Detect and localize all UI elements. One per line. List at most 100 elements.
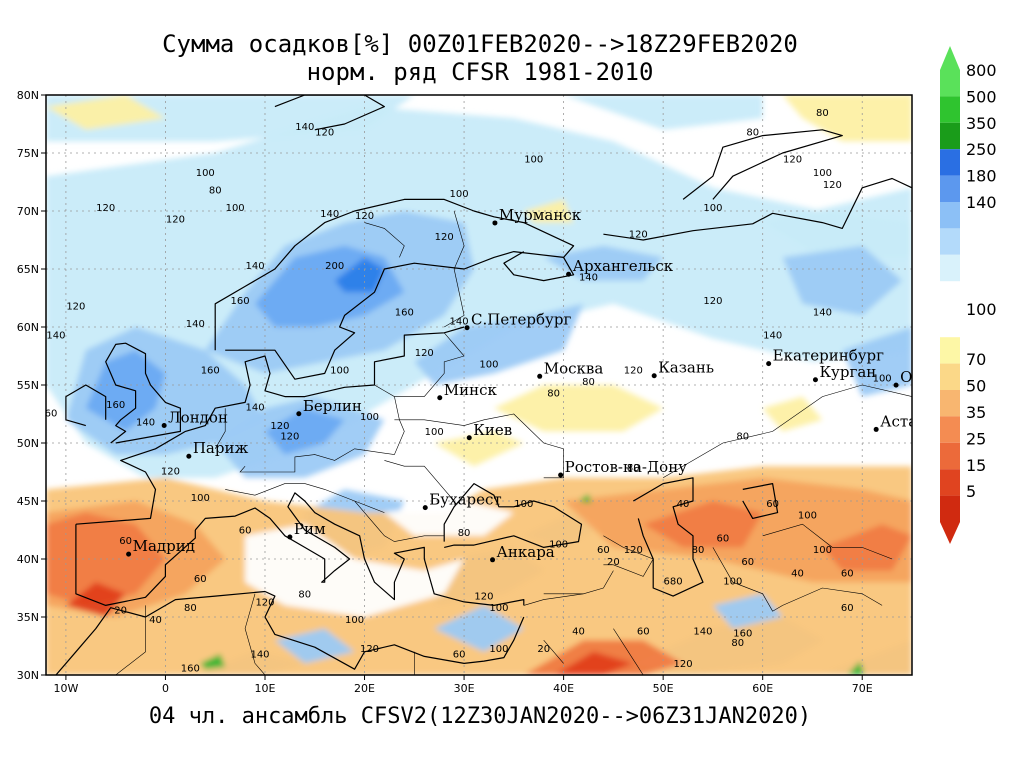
- city-label: Архангельск: [573, 257, 674, 275]
- colorbar-label: 5: [966, 482, 976, 501]
- city-label: Екатеринбург: [773, 347, 884, 365]
- city-label: Берлин: [303, 397, 362, 415]
- colorbar-segment: [940, 469, 960, 496]
- city-label: Лондон: [168, 408, 228, 426]
- lon-tick-label: 60E: [752, 682, 773, 695]
- lon-tick-label: 10W: [53, 682, 78, 695]
- city-marker: [766, 361, 772, 367]
- city-marker: [492, 220, 498, 226]
- contour-label: 120: [96, 203, 115, 214]
- contour-label: 140: [579, 273, 598, 284]
- contour-label: 20: [607, 557, 620, 568]
- contour-label: 140: [250, 650, 269, 661]
- contour-label: 100: [549, 539, 568, 550]
- contour-label: 140: [295, 122, 314, 133]
- colorbar-segment: [940, 337, 960, 364]
- contour-label: 120: [166, 215, 185, 226]
- contour-label: 120: [674, 659, 693, 670]
- city-label: Мадрид: [133, 537, 195, 555]
- lon-tick-label: 10E: [255, 682, 276, 695]
- contour-label: 60: [45, 408, 58, 419]
- contour-label: 140: [136, 418, 155, 429]
- lon-tick-label: 30E: [454, 682, 475, 695]
- contour-label: 40: [791, 568, 804, 579]
- colorbar-segment: [940, 363, 960, 390]
- lat-tick-label: 55N: [17, 379, 39, 392]
- lat-tick-label: 60N: [17, 321, 39, 334]
- city-label: Астана: [880, 412, 936, 430]
- contour-label: 60: [194, 574, 207, 585]
- contour-label: 120: [624, 365, 643, 376]
- contour-label: 120: [280, 432, 299, 443]
- contour-label: 120: [66, 302, 85, 313]
- contour-label: 100: [489, 603, 508, 614]
- colorbar-top-arrow: [940, 46, 960, 70]
- lat-tick-label: 75N: [17, 147, 39, 160]
- colorbar-segment: [940, 122, 960, 150]
- lat-tick-label: 35N: [17, 611, 39, 624]
- lon-tick-label: 50E: [653, 682, 674, 695]
- contour-label: 80: [736, 432, 749, 443]
- lon-tick-label: 0: [162, 682, 169, 695]
- city-marker: [812, 377, 818, 383]
- city-label: Париж: [193, 439, 249, 457]
- city-label: Минск: [444, 381, 498, 399]
- city-marker: [464, 325, 470, 331]
- contour-label: 120: [624, 545, 643, 556]
- contour-label: 100: [330, 365, 349, 376]
- contour-label: 120: [415, 348, 434, 359]
- contour-label: 20: [114, 606, 127, 617]
- city-marker: [651, 373, 657, 379]
- contour-label: 60: [637, 626, 650, 637]
- contour-label: 140: [693, 626, 712, 637]
- city-markers: Мурманск Архангельск С.Петербург Москва Каза…: [126, 206, 936, 563]
- contour-label: 20: [537, 644, 550, 655]
- city-label: Ростов-на-Дону: [565, 458, 688, 476]
- contour-label: 60: [453, 650, 466, 661]
- contour-label: 160: [106, 400, 125, 411]
- colorbar-label: 25: [966, 429, 986, 448]
- colorbar-segment: [940, 96, 960, 123]
- contour-label: 140: [450, 317, 469, 328]
- axis-labels: 10W 0 10E 20E 30E 40E 50E 60E 70E 30N 35N 40N 45N 50N…: [17, 89, 873, 695]
- contour-label: 80: [731, 638, 744, 649]
- city-marker: [490, 557, 496, 563]
- city-marker: [873, 426, 879, 432]
- city-marker: [126, 551, 132, 557]
- contour-label: 40: [149, 615, 162, 626]
- lat-tick-label: 50N: [17, 437, 39, 450]
- contour-label: 140: [46, 331, 65, 342]
- contour-label: 100: [360, 412, 379, 423]
- colorbar-label: 50: [966, 377, 986, 396]
- contour-label: 160: [231, 296, 250, 307]
- colorbar-label: 70: [966, 350, 986, 369]
- contour-label: 80: [816, 108, 829, 119]
- contour-label: 120: [435, 232, 454, 243]
- contour-label: 120: [315, 128, 334, 139]
- contour-label: 100: [703, 203, 722, 214]
- city-marker: [422, 505, 428, 511]
- contour-label: 100: [191, 493, 210, 504]
- contour-label: 100: [345, 615, 364, 626]
- contour-label: 100: [514, 499, 533, 510]
- contour-label: 680: [664, 577, 683, 588]
- colorbar-label: 15: [966, 456, 986, 475]
- contour-label: 60: [841, 603, 854, 614]
- map-title: Сумма осадков[%] 00Z01FEB2020-->18Z29FEB…: [162, 30, 798, 58]
- colorbar-segment: [940, 495, 960, 522]
- contour-label: 60: [119, 536, 132, 547]
- colorbar-label: 140: [966, 193, 997, 212]
- contour-label: 60: [717, 534, 730, 545]
- contour-label: 80: [209, 186, 222, 197]
- lat-tick-label: 45N: [17, 495, 39, 508]
- contour-label: 140: [320, 209, 339, 220]
- contour-label: 60: [766, 499, 779, 510]
- ensemble-footer: 04 чл. ансамбль CFSV2(12Z30JAN2020-->06Z…: [148, 704, 812, 729]
- city-label: Киев: [473, 421, 512, 439]
- contour-label: 100: [524, 154, 543, 165]
- city-label: С.Петербург: [471, 311, 571, 329]
- colorbar-segment: [940, 228, 960, 255]
- city-marker: [186, 453, 192, 459]
